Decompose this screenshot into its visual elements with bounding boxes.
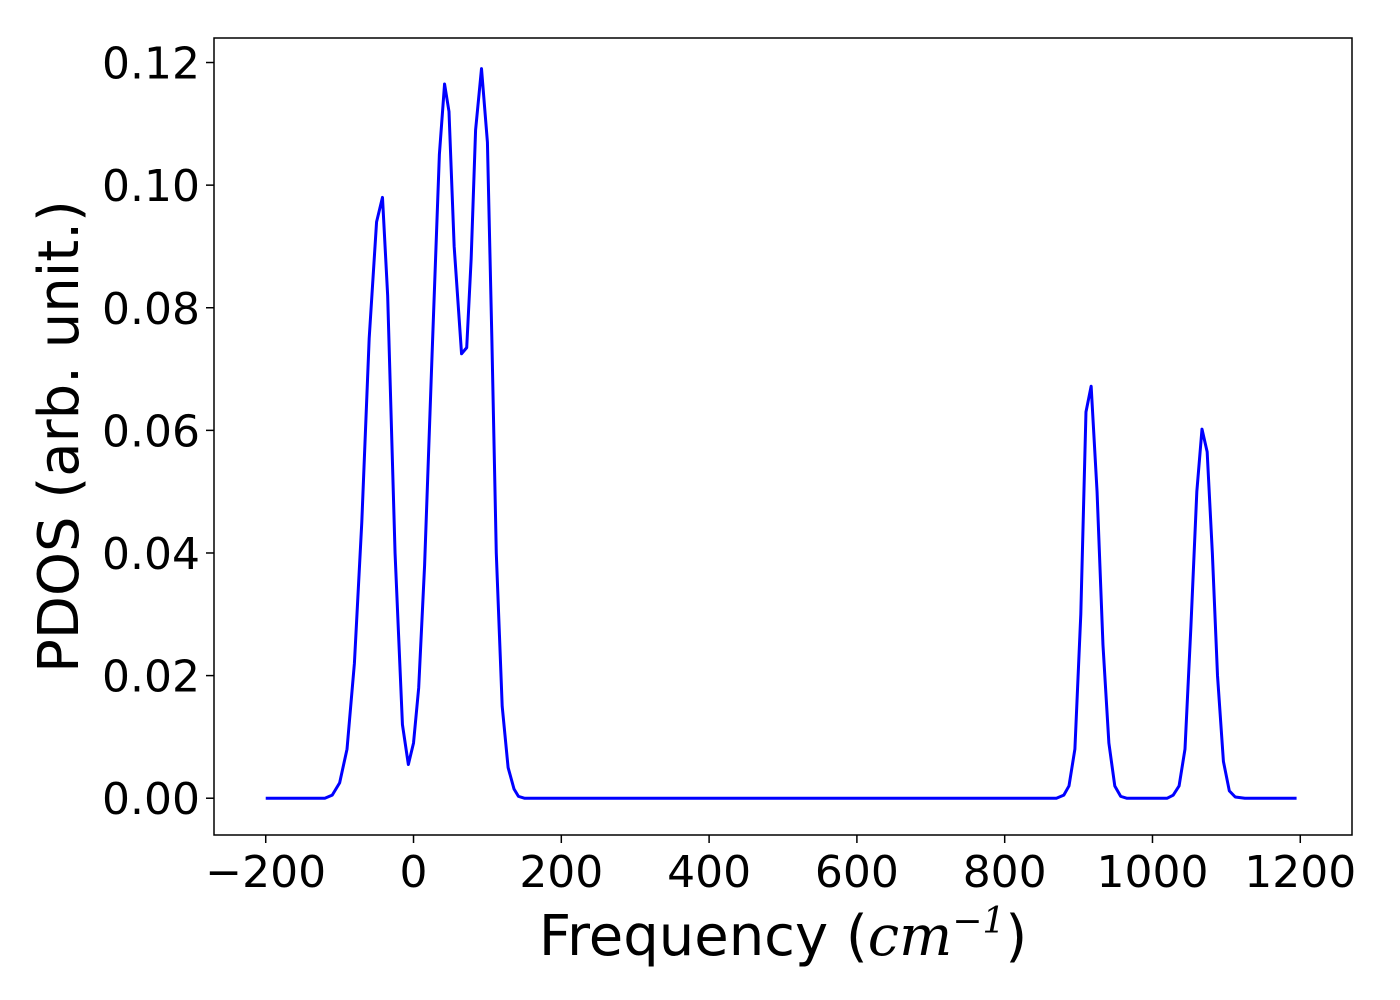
x-axis-label-unit: cm — [868, 904, 952, 969]
x-tick-label: 1200 — [1244, 847, 1356, 898]
x-axis-label-suffix: ) — [1005, 904, 1027, 969]
x-axis-label-exponent: −1 — [952, 901, 1005, 942]
y-axis-ticks: 0.00 0.02 0.04 0.06 0.08 0.10 0.12 — [102, 39, 214, 825]
x-tick-label: 0 — [400, 847, 428, 898]
x-tick-label: 1000 — [1096, 847, 1208, 898]
y-tick-label: 0.08 — [102, 284, 200, 335]
y-tick-label: 0.00 — [102, 774, 200, 825]
y-tick-label: 0.02 — [102, 652, 200, 703]
x-tick-label: 400 — [667, 847, 751, 898]
y-axis-label: PDOS (arb. unit.) — [27, 200, 92, 673]
pdos-series-line — [265, 67, 1297, 800]
x-tick-label: 800 — [963, 847, 1047, 898]
axes-frame — [213, 37, 1353, 836]
y-tick-label: 0.10 — [102, 161, 200, 212]
x-tick-label: 200 — [519, 847, 603, 898]
x-axis-label: Frequency (cm−1) — [539, 901, 1027, 969]
y-tick-label: 0.04 — [102, 529, 200, 580]
x-axis-label-prefix: Frequency ( — [539, 904, 868, 969]
x-axis-ticks: −200 0 200 400 600 800 1000 1200 — [205, 835, 1356, 898]
y-tick-label: 0.06 — [102, 406, 200, 457]
x-tick-label: −200 — [205, 847, 326, 898]
y-tick-label: 0.12 — [102, 39, 200, 90]
plot-area — [265, 67, 1297, 800]
x-tick-label: 600 — [815, 847, 899, 898]
